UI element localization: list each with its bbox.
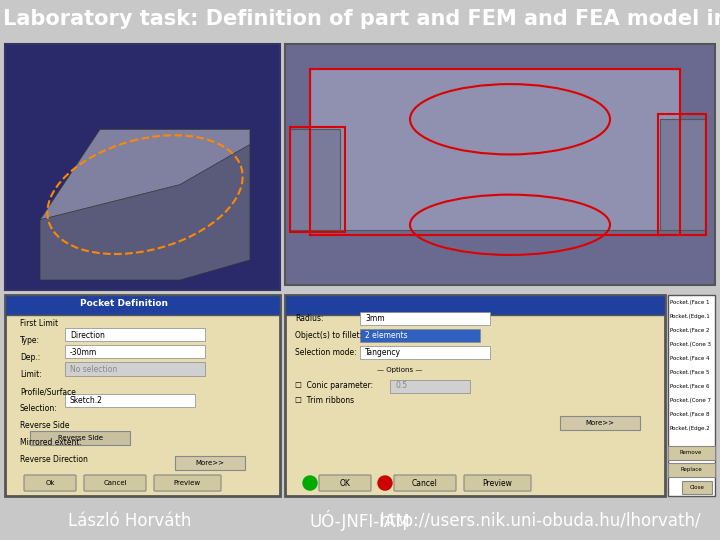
Text: Direction: Direction (70, 331, 105, 340)
Text: Pocket.(Face 8: Pocket.(Face 8 (670, 412, 709, 417)
Bar (360, 346, 490, 360)
Text: Ok: Ok (45, 480, 55, 486)
Bar (65, 346, 205, 359)
Bar (65, 362, 205, 375)
Text: Mirrored extent:: Mirrored extent: (20, 438, 82, 447)
Text: Reverse Side: Reverse Side (20, 421, 70, 430)
FancyBboxPatch shape (84, 475, 146, 491)
Text: Pocket.(Cone 3: Pocket.(Cone 3 (670, 342, 711, 347)
Text: Limit:: Limit: (20, 370, 42, 379)
Text: OK: OK (340, 478, 351, 488)
Text: Cancel: Cancel (103, 480, 127, 486)
Text: http://users.nik.uni-obuda.hu/lhorvath/: http://users.nik.uni-obuda.hu/lhorvath/ (379, 511, 701, 530)
Text: Radius:: Radius: (295, 314, 323, 323)
Text: -30mm: -30mm (70, 348, 97, 357)
Text: Cancel: Cancel (412, 478, 438, 488)
Bar (560, 416, 640, 430)
Bar (658, 114, 706, 235)
Bar (310, 69, 680, 235)
Circle shape (303, 476, 317, 490)
Bar (360, 312, 490, 325)
Bar (668, 446, 715, 460)
Text: Selection mode:: Selection mode: (295, 348, 356, 357)
Text: Pocket.(Face 5: Pocket.(Face 5 (670, 370, 709, 375)
Text: Reverse Side: Reverse Side (58, 435, 102, 441)
FancyBboxPatch shape (319, 475, 371, 491)
Text: Sketch.2: Sketch.2 (70, 396, 103, 405)
Circle shape (378, 476, 392, 490)
Text: Pocket.(Face 4: Pocket.(Face 4 (670, 356, 709, 361)
Text: 2 elements: 2 elements (365, 331, 408, 340)
Text: Tangency: Tangency (365, 348, 401, 357)
Bar (360, 329, 480, 342)
Bar (290, 127, 345, 232)
Text: Remove: Remove (680, 450, 702, 455)
Bar (5, 295, 280, 315)
Text: Pocket.(Face 1: Pocket.(Face 1 (670, 300, 709, 305)
Bar (285, 295, 665, 496)
Text: More>>: More>> (196, 460, 225, 466)
Text: Object(s) to fillet:: Object(s) to fillet: (295, 331, 362, 340)
Text: Pocket.(Face 6: Pocket.(Face 6 (670, 384, 709, 389)
Polygon shape (40, 129, 250, 220)
Bar (668, 295, 715, 496)
Text: Close: Close (690, 484, 704, 490)
Text: ☐  Conic parameter:: ☐ Conic parameter: (295, 381, 373, 390)
FancyBboxPatch shape (154, 475, 221, 491)
Bar (65, 394, 195, 407)
Text: Type:: Type: (20, 336, 40, 345)
Text: Preview: Preview (482, 478, 512, 488)
Bar (660, 119, 705, 230)
Text: ☐  Trim ribbons: ☐ Trim ribbons (295, 396, 354, 405)
Bar (310, 69, 680, 230)
Text: Pocket.(Face 2: Pocket.(Face 2 (670, 328, 709, 333)
Bar (5, 44, 280, 290)
Text: 0.5: 0.5 (395, 381, 407, 390)
Bar (390, 380, 470, 393)
Text: 6.1 Laboratory task: Definition of part and FEM and FEA model in it.: 6.1 Laboratory task: Definition of part … (0, 9, 720, 30)
Bar (5, 295, 280, 496)
Bar (175, 456, 245, 470)
Bar (285, 44, 715, 285)
Text: More>>: More>> (585, 420, 614, 426)
Text: Preview: Preview (174, 480, 201, 486)
FancyBboxPatch shape (394, 475, 456, 491)
Text: First Limit: First Limit (20, 319, 58, 328)
Polygon shape (40, 129, 250, 280)
Bar (285, 295, 665, 315)
Text: Selection:: Selection: (20, 404, 58, 413)
Text: No selection: No selection (70, 365, 117, 374)
Bar (30, 431, 130, 445)
Text: Reverse Direction: Reverse Direction (20, 455, 88, 464)
FancyBboxPatch shape (24, 475, 76, 491)
Text: — Options —: — Options — (377, 368, 423, 374)
Text: Pocket.(Edge.1: Pocket.(Edge.1 (670, 314, 711, 319)
Text: László Horváth: László Horváth (68, 511, 192, 530)
Bar (65, 328, 205, 341)
Text: Replace: Replace (680, 468, 702, 472)
Text: UÓ-JNFI-IAM: UÓ-JNFI-IAM (310, 510, 410, 531)
Bar (290, 129, 340, 230)
Text: Dep.:: Dep.: (20, 353, 40, 362)
Text: 3mm: 3mm (365, 314, 384, 323)
Text: Profile/Surface: Profile/Surface (20, 387, 76, 396)
Bar (682, 481, 712, 494)
FancyBboxPatch shape (464, 475, 531, 491)
Bar (668, 463, 715, 477)
Text: Pocket Definition: Pocket Definition (80, 299, 168, 308)
Text: Pocket.(Edge.2: Pocket.(Edge.2 (670, 426, 711, 431)
Text: Pocket.(Cone 7: Pocket.(Cone 7 (670, 398, 711, 403)
